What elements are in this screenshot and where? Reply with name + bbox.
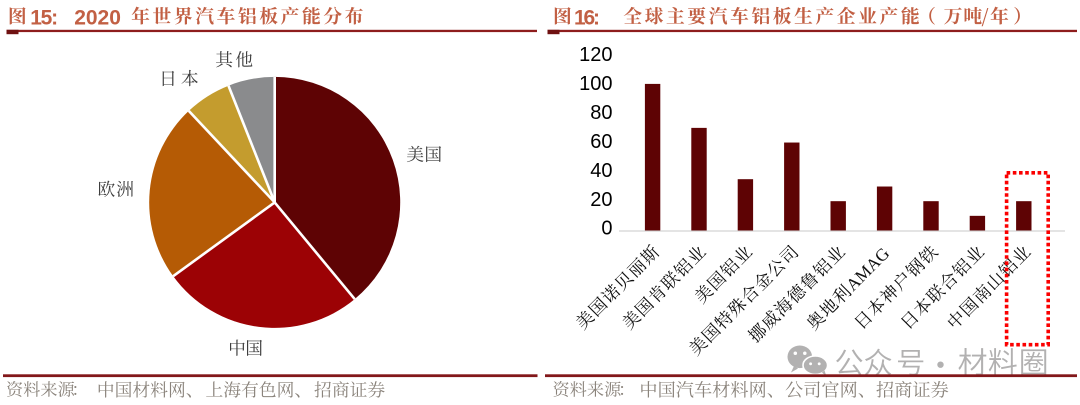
svg-text:16:: 16:: [574, 7, 598, 30]
svg-text:20: 20: [590, 189, 612, 211]
svg-text:100: 100: [579, 73, 612, 95]
svg-text:15:: 15:: [30, 7, 57, 30]
svg-text:80: 80: [590, 102, 612, 124]
svg-text:60: 60: [590, 131, 612, 153]
svg-text:2020: 2020: [74, 7, 121, 30]
svg-text:0: 0: [601, 218, 612, 240]
svg-text:40: 40: [590, 160, 612, 182]
svg-text:120: 120: [579, 44, 612, 66]
